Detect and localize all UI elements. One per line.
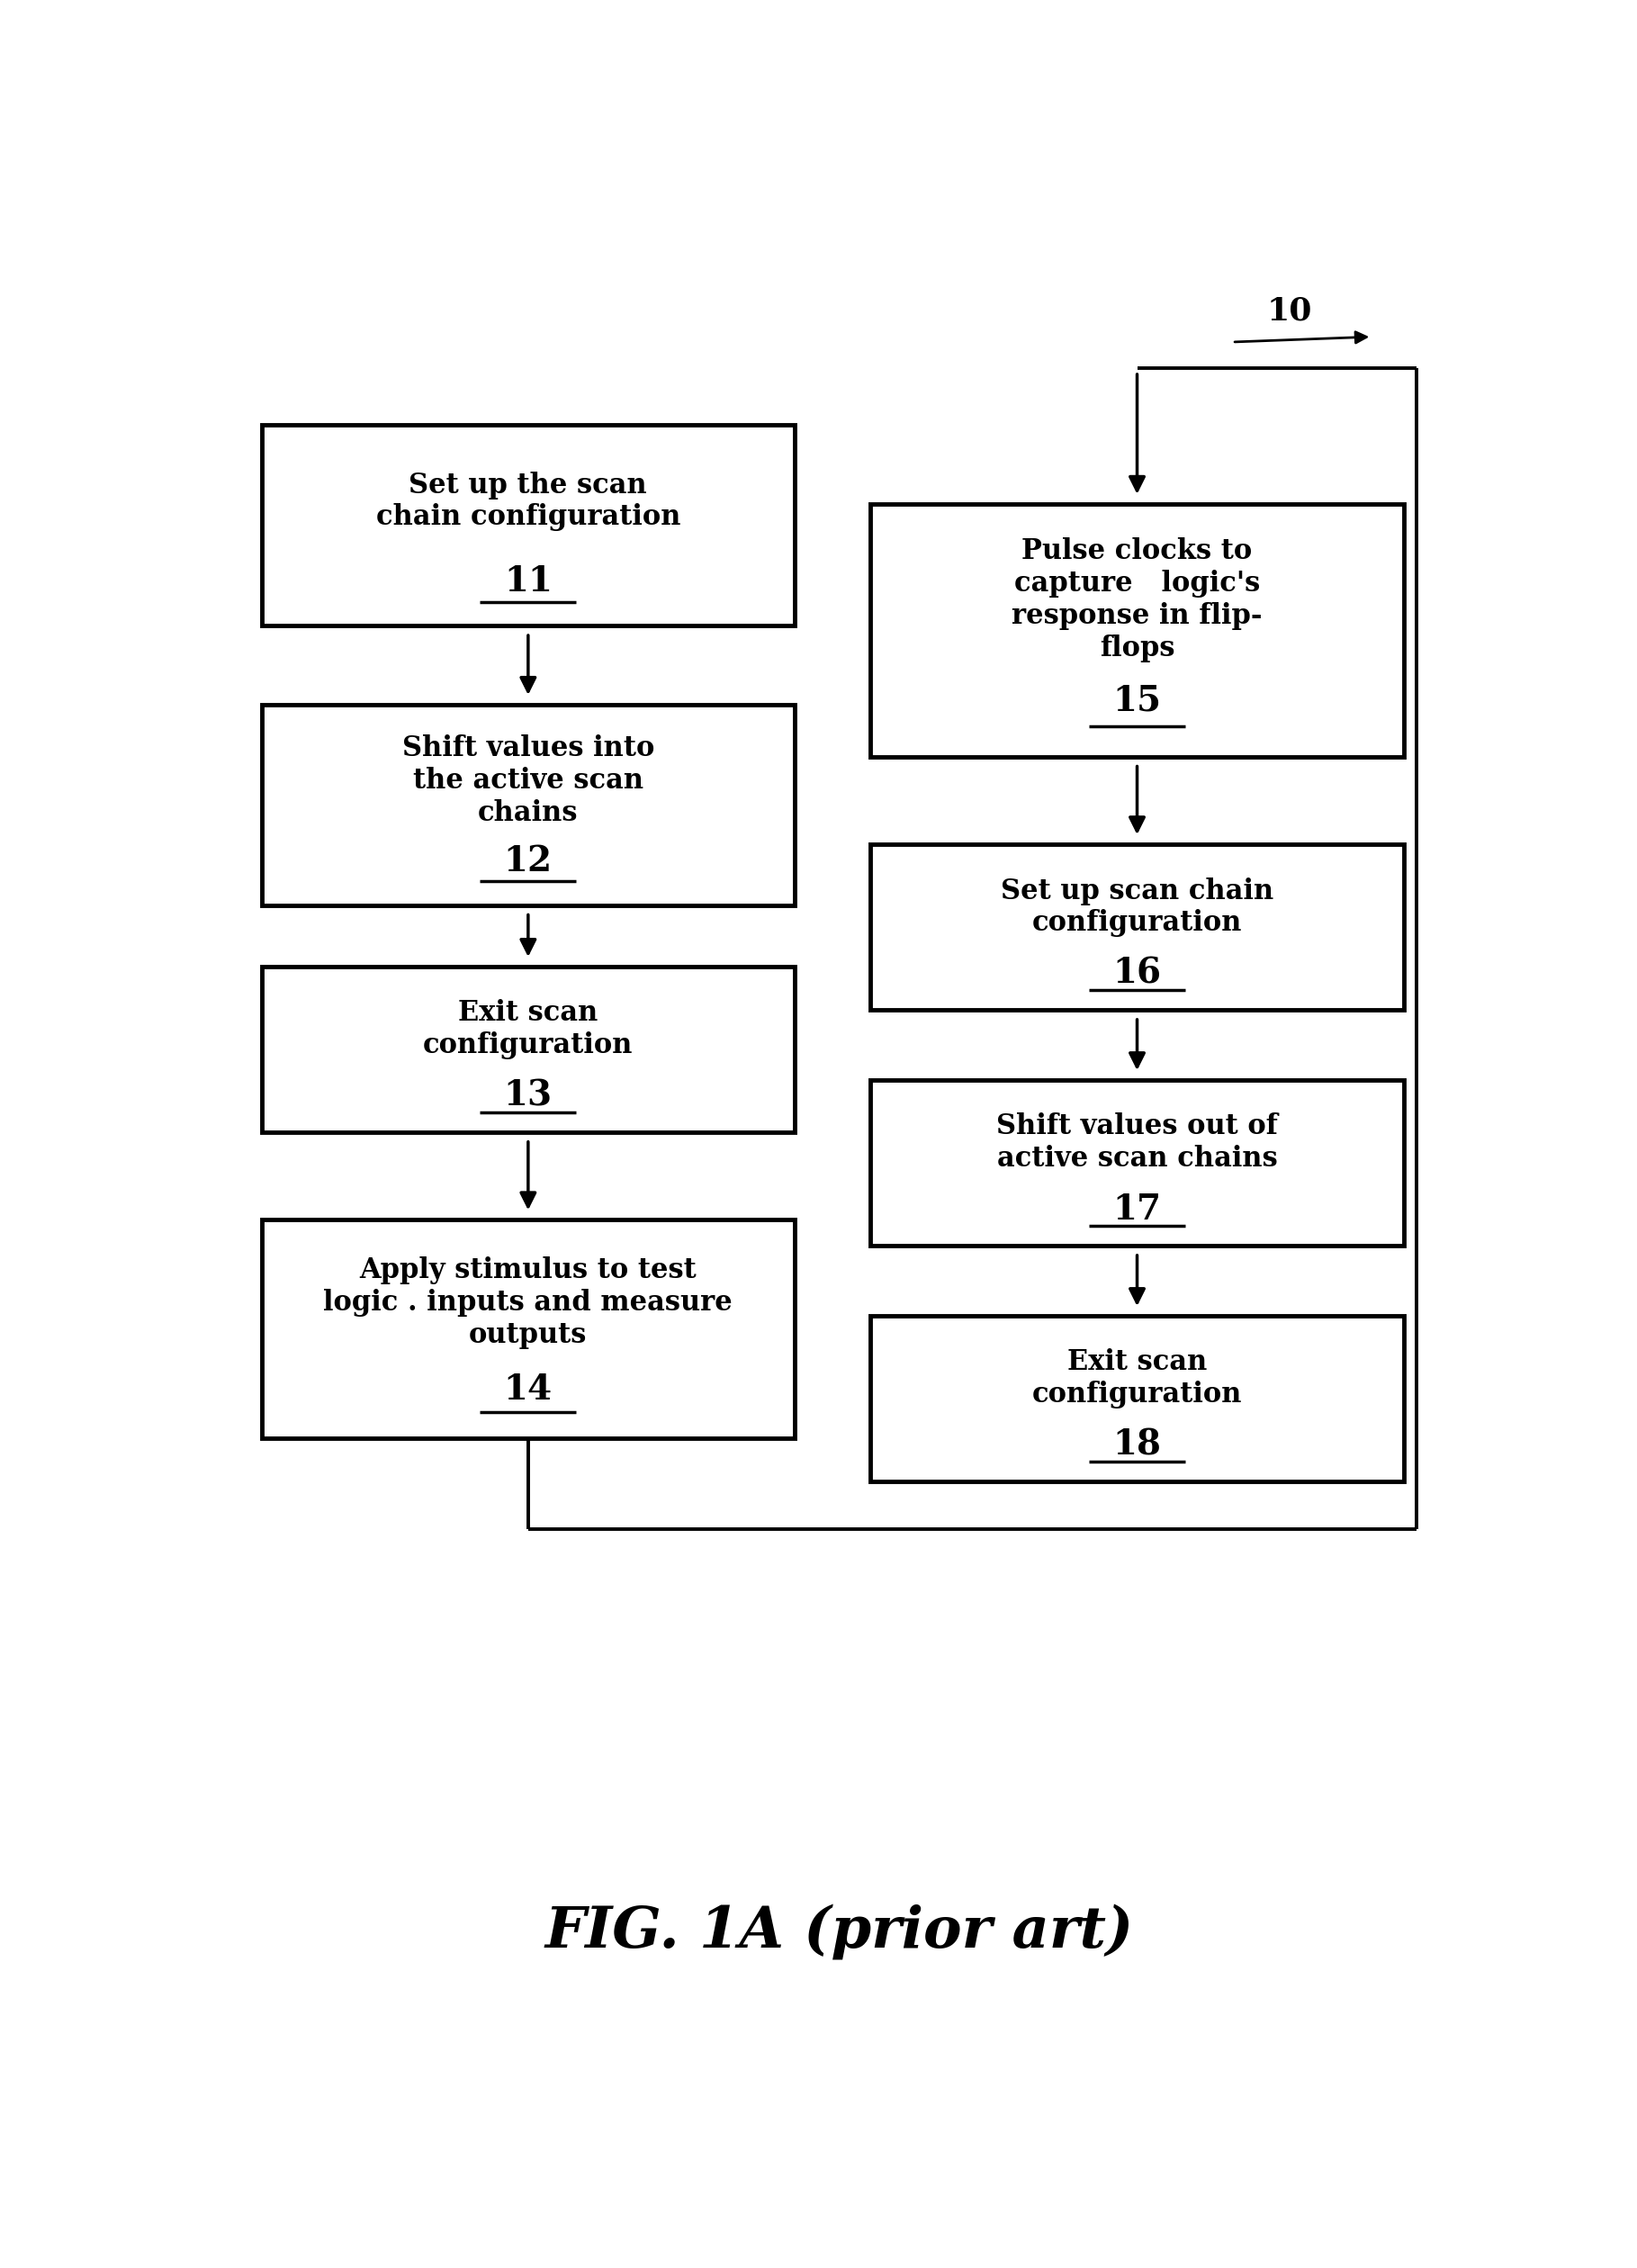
Text: FIG. 1A (prior art): FIG. 1A (prior art) (545, 1903, 1133, 1960)
Text: 12: 12 (504, 844, 553, 878)
Text: Set up the scan
chain configuration: Set up the scan chain configuration (377, 472, 681, 531)
Text: Shift values into
the active scan
chains: Shift values into the active scan chains (403, 735, 655, 828)
FancyBboxPatch shape (262, 705, 794, 905)
Text: Exit scan
configuration: Exit scan configuration (422, 1000, 634, 1059)
Text: Exit scan
configuration: Exit scan configuration (1031, 1349, 1242, 1408)
Text: 14: 14 (504, 1372, 553, 1406)
Text: 17: 17 (1113, 1193, 1162, 1227)
Text: 15: 15 (1113, 685, 1162, 719)
Text: 16: 16 (1113, 957, 1162, 991)
FancyBboxPatch shape (871, 1315, 1403, 1481)
Text: 13: 13 (504, 1080, 553, 1114)
Text: Apply stimulus to test
logic . inputs and measure
outputs: Apply stimulus to test logic . inputs an… (324, 1256, 733, 1349)
Text: 10: 10 (1267, 295, 1313, 327)
FancyBboxPatch shape (262, 424, 794, 626)
FancyBboxPatch shape (262, 1220, 794, 1438)
FancyBboxPatch shape (871, 503, 1403, 758)
Text: Shift values out of
active scan chains: Shift values out of active scan chains (997, 1114, 1278, 1173)
Text: 18: 18 (1113, 1429, 1161, 1463)
Text: 11: 11 (504, 565, 552, 599)
FancyBboxPatch shape (871, 1080, 1403, 1245)
FancyBboxPatch shape (262, 966, 794, 1132)
Text: Pulse clocks to
capture   logic's
response in flip-
flops: Pulse clocks to capture logic's response… (1012, 538, 1262, 662)
Text: Set up scan chain
configuration: Set up scan chain configuration (1000, 878, 1274, 937)
FancyBboxPatch shape (871, 844, 1403, 1009)
